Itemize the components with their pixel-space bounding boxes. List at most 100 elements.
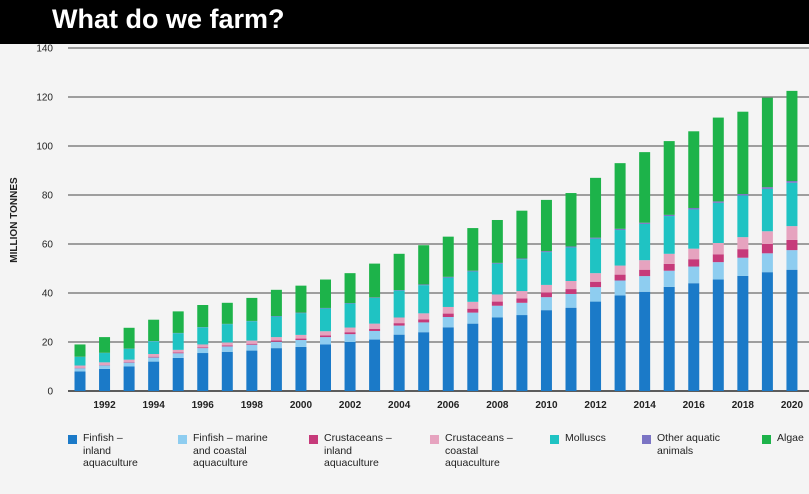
bar-stack-1998 [246, 297, 258, 391]
bar-stack-1996 [197, 305, 209, 391]
x-tick-label: 1994 [143, 400, 166, 411]
bar-segment [663, 214, 675, 217]
bar-segment [516, 315, 528, 391]
bar-stack-2019 [761, 97, 773, 391]
bar-segment [565, 246, 577, 248]
bar-stack-1994 [148, 319, 160, 391]
bar-segment [442, 313, 454, 318]
x-tick-label: 2012 [584, 400, 607, 411]
legend-item: Other aquatic animals [642, 432, 720, 457]
bar-segment [246, 350, 258, 391]
bar-segment [614, 230, 626, 266]
x-tick-label: 1998 [241, 400, 264, 411]
bar-segment [442, 317, 454, 328]
bar-segment [442, 236, 454, 277]
legend-swatch [68, 435, 77, 444]
bar-segment [320, 335, 331, 338]
bar-segment [344, 342, 356, 391]
bar-segment [761, 188, 773, 232]
bar-segment [418, 322, 430, 333]
bar-segment [246, 343, 258, 345]
bar-segment [467, 228, 479, 271]
bar-segment [197, 327, 209, 345]
legend-item: Algae [762, 432, 804, 445]
bar-segment [565, 193, 577, 247]
bar-segment [172, 353, 184, 358]
bar-stack-2003 [369, 263, 381, 391]
bar-segment [467, 270, 479, 272]
y-tick-label: 0 [47, 387, 53, 398]
bar-segment [270, 289, 282, 317]
bar-segment [148, 356, 160, 358]
bar-segment [270, 340, 282, 342]
bar-segment [737, 111, 749, 195]
bar-segment [639, 291, 651, 391]
bar-segment [614, 265, 626, 275]
bar-segment [761, 272, 773, 391]
bar-segment [74, 344, 86, 357]
bar-segment [148, 341, 160, 355]
bar-segment [540, 199, 552, 252]
legend-label: Algae [777, 432, 804, 444]
bar-segment [737, 194, 749, 196]
bar-segment [172, 311, 184, 333]
bar-segment [614, 228, 626, 231]
bar-segment [688, 248, 700, 260]
legend-swatch [430, 435, 439, 444]
bar-segment [663, 216, 675, 254]
bar-segment [197, 348, 209, 354]
bar-segment [590, 281, 602, 288]
bar-segment [565, 293, 577, 308]
bar-segment [221, 324, 233, 343]
bar-segment [320, 308, 331, 332]
bar-segment [688, 283, 700, 391]
bar-segment [344, 273, 356, 304]
bar-segment [442, 306, 454, 314]
bar-segment [639, 152, 651, 223]
bar-segment [418, 319, 430, 323]
legend-item: Finfish – marine and coastal aquaculture [178, 432, 268, 470]
bar-stack-2012 [590, 177, 602, 391]
bar-segment [639, 223, 651, 261]
bar-segment [393, 334, 405, 391]
bar-segment [761, 253, 773, 273]
x-tick-label: 1996 [192, 400, 215, 411]
bar-segment [491, 301, 503, 306]
bar-segment [148, 354, 160, 357]
bar-segment [540, 251, 552, 253]
bar-segment [614, 295, 626, 391]
bar-segment [565, 280, 577, 290]
bar-segment [295, 338, 307, 341]
bar-segment [590, 237, 602, 239]
bar-segment [74, 356, 86, 366]
bar-stack-2015 [663, 141, 675, 391]
bar-segment [99, 368, 111, 391]
bar-segment [540, 252, 552, 285]
bar-stack-1995 [172, 311, 184, 391]
bar-segment [467, 308, 479, 313]
bar-segment [74, 371, 86, 391]
bar-segment [467, 271, 479, 302]
bar-segment [663, 253, 675, 264]
bar-segment [295, 346, 307, 391]
bar-segment [761, 187, 773, 189]
y-tick-label: 60 [42, 240, 54, 251]
bar-segment [295, 285, 307, 313]
title-bar: What do we farm? [0, 0, 809, 44]
bar-segment [344, 332, 356, 335]
bar-stack-2009 [516, 210, 528, 391]
bar-segment [344, 327, 356, 333]
x-tick-label: 2010 [535, 400, 558, 411]
stacked-bar-chart: 0 20 40 60 80 100 120 140 1992 1994 1996 1998 2000 2… [9, 44, 809, 411]
gridlines [68, 47, 809, 392]
bar-segment [786, 239, 798, 251]
y-axis-label: MILLION TONNES [9, 177, 20, 263]
y-tick-label: 140 [36, 44, 53, 55]
legend-label: Crustaceans – coastal aquaculture [445, 432, 513, 469]
bar-segment [712, 262, 724, 280]
x-tick-label: 2002 [339, 400, 362, 411]
bar-segment [491, 294, 503, 302]
bar-stack-2004 [393, 253, 405, 391]
bar-segment [369, 323, 381, 329]
bar-segment [761, 244, 773, 254]
